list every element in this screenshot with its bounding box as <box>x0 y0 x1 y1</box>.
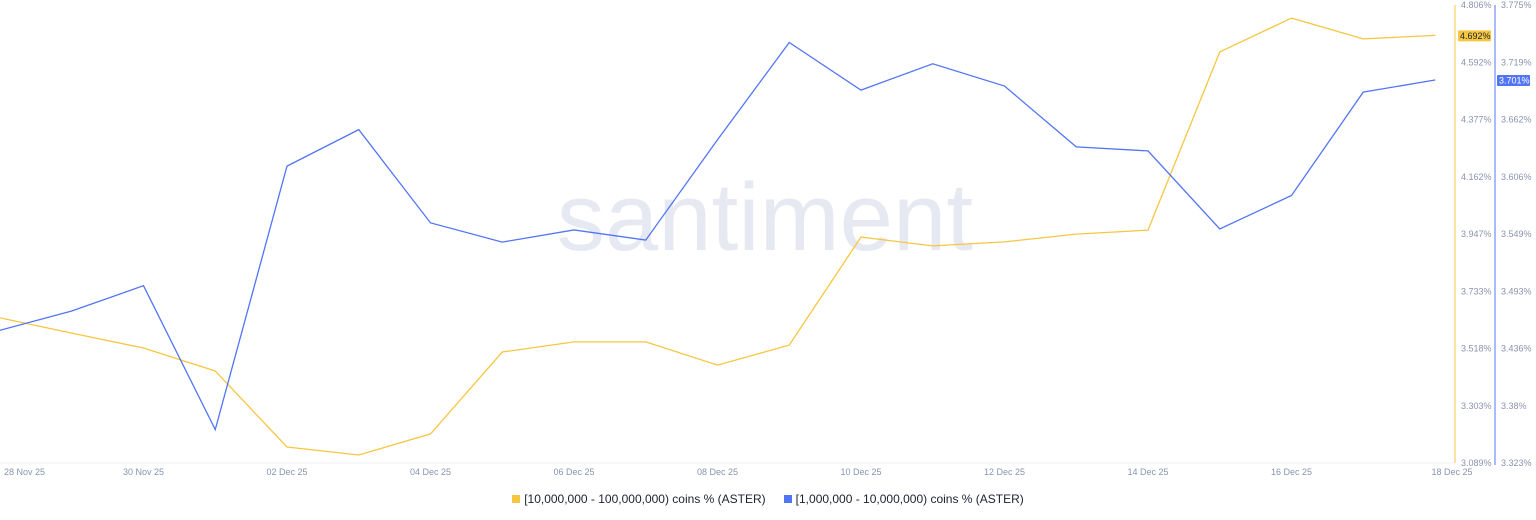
data-point <box>1219 51 1221 53</box>
legend: [10,000,000 - 100,000,000) coins % (ASTE… <box>0 492 1536 506</box>
y-right-tick-label: 3.606% <box>1501 172 1532 182</box>
data-point <box>1004 241 1005 243</box>
y-left-tick-label: 3.947% <box>1461 229 1492 239</box>
last-value-label: 3.701% <box>1499 75 1530 85</box>
data-point <box>501 351 503 353</box>
data-point <box>1004 85 1005 87</box>
y-left-tick-label: 4.162% <box>1461 172 1492 182</box>
data-point <box>1147 150 1149 152</box>
x-tick-label: 04 Dec 25 <box>410 467 451 477</box>
data-point <box>71 310 73 312</box>
x-tick-label: 16 Dec 25 <box>1271 467 1312 477</box>
x-tick-label: 12 Dec 25 <box>984 467 1025 477</box>
data-point <box>214 370 216 372</box>
y-right-tick-label: 3.436% <box>1501 344 1532 354</box>
data-point <box>286 446 288 448</box>
y-right-tick-label: 3.719% <box>1501 57 1532 67</box>
y-left-tick-label: 4.377% <box>1461 115 1492 125</box>
data-point <box>501 241 503 243</box>
data-point <box>860 89 862 91</box>
watermark: santiment <box>557 164 973 271</box>
data-point <box>932 245 934 247</box>
data-point <box>143 285 144 287</box>
data-point <box>430 433 431 435</box>
legend-swatch <box>783 495 792 503</box>
legend-label: [1,000,000 - 10,000,000) coins % (ASTER) <box>795 492 1024 506</box>
data-point <box>286 165 288 167</box>
y-right-tick-label: 3.38% <box>1501 401 1527 411</box>
x-tick-label: 30 Nov 25 <box>123 467 164 477</box>
data-point <box>717 364 718 366</box>
data-point <box>358 454 360 456</box>
legend-swatch <box>512 495 521 503</box>
data-point <box>0 317 1 319</box>
x-tick-label: 28 Nov 25 <box>4 467 45 477</box>
x-tick-label: 14 Dec 25 <box>1127 467 1168 477</box>
y-right-tick-label: 3.662% <box>1501 115 1532 125</box>
data-point <box>1075 233 1077 235</box>
data-point <box>717 139 718 141</box>
data-point <box>1291 17 1292 19</box>
x-tick-label: 08 Dec 25 <box>697 467 738 477</box>
data-point <box>1219 228 1221 230</box>
data-point <box>573 341 575 343</box>
y-right-tick-label: 3.323% <box>1501 458 1532 468</box>
data-point <box>1362 38 1364 40</box>
data-point <box>788 41 790 43</box>
data-point <box>1362 91 1364 93</box>
data-point <box>71 332 73 334</box>
data-point <box>573 229 575 231</box>
legend-item-large[interactable]: [10,000,000 - 100,000,000) coins % (ASTE… <box>512 492 766 506</box>
y-right-tick-label: 3.775% <box>1501 0 1532 10</box>
data-point <box>214 429 216 431</box>
data-point <box>358 129 360 131</box>
data-point <box>143 347 144 349</box>
last-value-badge <box>1458 30 1491 42</box>
data-point <box>788 344 790 346</box>
legend-item-medium[interactable]: [1,000,000 - 10,000,000) coins % (ASTER) <box>783 492 1024 506</box>
x-tick-label: 06 Dec 25 <box>553 467 594 477</box>
data-point <box>932 63 934 65</box>
data-point <box>1075 146 1077 148</box>
y-right-tick-label: 3.549% <box>1501 229 1532 239</box>
y-right-tick-label: 3.493% <box>1501 286 1532 296</box>
last-value-badge <box>1497 74 1530 86</box>
data-point <box>430 222 431 224</box>
x-tick-label: 02 Dec 25 <box>266 467 307 477</box>
data-point <box>0 329 1 331</box>
y-left-tick-label: 3.518% <box>1461 344 1492 354</box>
y-left-tick-label: 3.733% <box>1461 286 1492 296</box>
data-point <box>1147 229 1149 231</box>
x-tick-label: 18 Dec 25 <box>1431 467 1472 477</box>
data-point <box>645 239 647 241</box>
last-value-label: 4.692% <box>1460 31 1491 41</box>
legend-label: [10,000,000 - 100,000,000) coins % (ASTE… <box>524 492 766 506</box>
y-left-tick-label: 3.089% <box>1461 458 1492 468</box>
x-tick-label: 10 Dec 25 <box>840 467 881 477</box>
data-point <box>1434 34 1436 36</box>
y-left-tick-label: 4.592% <box>1461 57 1492 67</box>
data-point <box>860 236 862 238</box>
data-point <box>1434 79 1436 81</box>
data-point <box>1291 194 1292 196</box>
y-left-tick-label: 3.303% <box>1461 401 1492 411</box>
y-left-tick-label: 4.806% <box>1461 0 1492 10</box>
data-point <box>645 341 647 343</box>
